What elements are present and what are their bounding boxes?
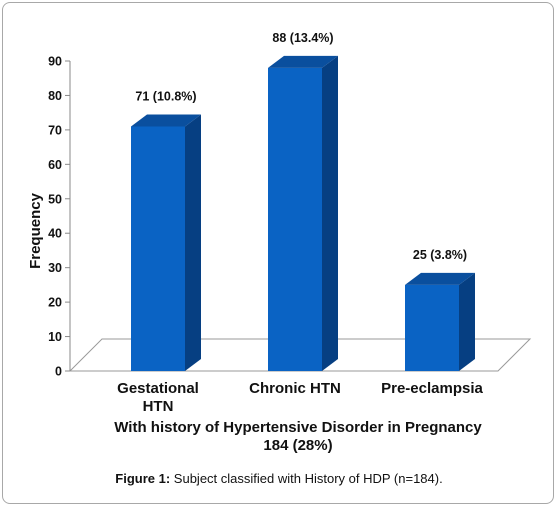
- bar: [405, 284, 459, 371]
- bar-top: [131, 114, 201, 127]
- data-label: 71 (10.8%): [135, 89, 196, 103]
- bar: [131, 126, 185, 371]
- y-tick-label: 40: [48, 227, 62, 241]
- x-tick-label: Gestational: [117, 380, 199, 397]
- x-tick-label: Chronic HTN: [249, 380, 341, 397]
- x-axis-title: 184 (28%): [263, 437, 332, 454]
- x-tick-label: Pre-eclampsia: [381, 380, 483, 397]
- chart-floor: [68, 338, 532, 372]
- figure-frame: [2, 2, 554, 504]
- bar-side: [322, 55, 338, 372]
- y-tick-label: 20: [48, 296, 62, 310]
- bar-side: [185, 114, 201, 371]
- figure-caption: Figure 1: Subject classified with Histor…: [0, 471, 558, 486]
- bar-side: [459, 272, 475, 371]
- data-label: 88 (13.4%): [272, 31, 333, 45]
- bar-chart: 0 10 20 30 40 50 60 70 80 90 Frequency 71 (10.8%) Ge…: [27, 31, 532, 454]
- y-tick-label: 30: [48, 261, 62, 275]
- bar-top: [268, 55, 338, 68]
- y-tick-label: 80: [48, 89, 62, 103]
- y-tick-label: 0: [55, 365, 62, 379]
- x-tick-label: HTN: [143, 398, 174, 415]
- y-tick-label: 90: [48, 55, 62, 69]
- data-label: 25 (3.8%): [413, 248, 467, 262]
- caption-text: Subject classified with History of HDP (…: [170, 471, 443, 486]
- y-tick-label: 50: [48, 192, 62, 206]
- caption-prefix: Figure 1:: [115, 471, 171, 486]
- y-tick-label: 60: [48, 158, 62, 172]
- y-tick-label: 10: [48, 330, 62, 344]
- y-tick-label: 70: [48, 123, 62, 137]
- x-axis-title: With history of Hypertensive Disorder in…: [114, 419, 482, 436]
- bar: [268, 67, 322, 371]
- bar-top: [405, 272, 475, 285]
- y-axis-title: Frequency: [27, 192, 44, 269]
